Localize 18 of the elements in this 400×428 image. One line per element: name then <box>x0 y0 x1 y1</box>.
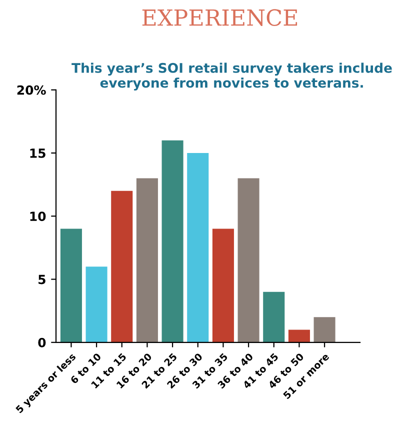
bar <box>86 266 108 342</box>
chart-title: EXPERIENCE <box>142 9 298 26</box>
y-tick-label: 10 <box>30 212 46 222</box>
bar <box>111 190 133 342</box>
chart-subtitle: This year’s SOI retail survey takers include everyone from novices to veterans. <box>72 62 392 90</box>
bar <box>136 178 158 342</box>
bar <box>212 228 234 342</box>
bar <box>60 228 82 342</box>
y-tick-label: 15 <box>30 148 46 158</box>
bar <box>187 153 209 342</box>
bar <box>263 292 285 342</box>
y-tick-label: 5 <box>38 274 46 284</box>
bar <box>314 317 336 342</box>
bar <box>288 330 310 342</box>
bar <box>238 178 260 342</box>
y-tick-label: 20% <box>17 85 46 95</box>
y-tick-label: 0 <box>38 338 46 348</box>
bar <box>162 140 184 342</box>
